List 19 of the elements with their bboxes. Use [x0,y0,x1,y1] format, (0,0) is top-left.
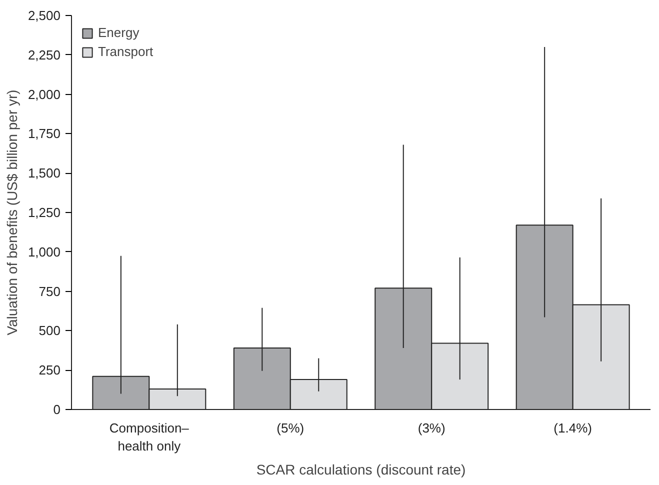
y-axis-title: Valuation of benefits (US$ billion per yr) [4,90,20,336]
y-tick-label: 2,500 [28,8,61,23]
y-tick-label: 1,250 [28,205,61,220]
y-tick-label: 500 [38,323,61,338]
x-tick-label: (1.4%) [554,420,592,436]
y-tick-label: 2,000 [28,86,61,102]
legend-label: Energy [98,25,140,40]
y-tick-label: 250 [38,362,61,378]
y-tick-label: 2,250 [28,47,61,62]
x-tick-label: (5%) [276,420,304,436]
x-tick-label: (3%) [418,420,446,436]
x-axis-title: SCAR calculations (discount rate) [256,462,466,478]
legend-label: Transport [98,44,154,59]
x-tick-label: Composition– health only [109,420,190,454]
y-tick-label: 0 [53,402,61,417]
y-tick-label: 1,000 [28,244,61,260]
y-tick-label: 1,500 [28,166,61,181]
y-tick-label: 1,750 [28,126,61,142]
y-tick-label: 750 [38,284,61,299]
